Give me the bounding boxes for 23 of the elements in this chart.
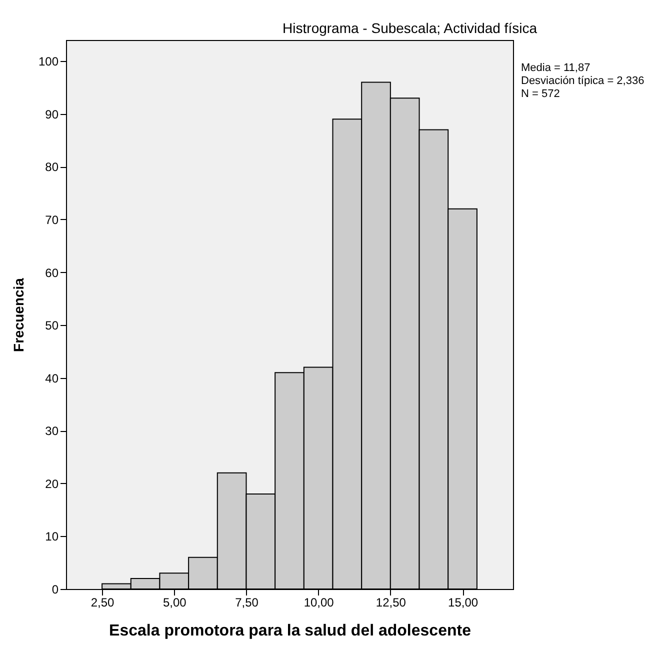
y-tick-label: 100 [38,54,59,69]
y-tick-label: 60 [45,266,59,280]
x-axis-title: Escala promotora para la salud del adolescente [109,622,472,640]
y-tick-label: 90 [45,107,59,122]
y-tick-label: 0 [52,582,59,596]
y-tick-label: 50 [45,318,59,333]
x-tick-label: 2,50 [90,596,115,610]
chart-title: Histrograma - Subescala; Actividad física [282,20,538,36]
x-tick-label: 15,00 [448,596,478,610]
y-axis-title: Frecuencia [10,278,26,352]
x-tick-label: 5,00 [162,596,187,610]
y-tick-label: 10 [45,530,59,544]
y-tick-label: 20 [45,476,59,491]
y-tick-label: 30 [45,424,59,438]
x-tick-label: 12,50 [376,596,406,610]
text: N = 572 [521,88,560,100]
y-tick-label: 40 [45,371,59,386]
x-tick-label: 10,00 [304,596,334,610]
x-tick-label: 7,50 [235,596,259,610]
y-tick-label: 70 [45,212,59,227]
text: Media = 11,87 [521,62,590,74]
text: Desviación típica = 2,336 [521,75,644,87]
y-tick-label: 80 [45,160,59,174]
